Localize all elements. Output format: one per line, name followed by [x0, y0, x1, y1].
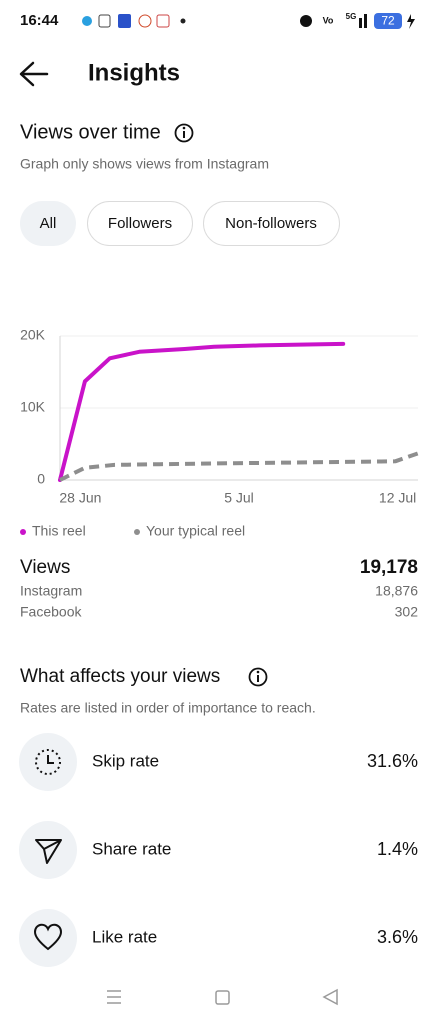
series-line — [59, 451, 419, 482]
nav-home[interactable] — [215, 990, 230, 1005]
info-icon[interactable] — [248, 667, 268, 687]
stats-row-value: 302 — [395, 604, 419, 620]
svg-text:Vo: Vo — [323, 15, 334, 25]
metric-label: Share rate — [92, 839, 171, 858]
page-title: Insights — [88, 59, 180, 86]
metric-label: Skip rate — [92, 751, 159, 770]
section-subtitle: Rates are listed in order of importance … — [20, 700, 316, 716]
nav-back[interactable] — [322, 988, 338, 1006]
filter-chip[interactable] — [203, 201, 340, 246]
section-subtitle: Graph only shows views from Instagram — [20, 156, 269, 172]
like-icon — [33, 923, 63, 951]
stats-row-value: 18,876 — [375, 583, 418, 599]
stats-row-label: Facebook — [20, 604, 82, 620]
x-tick-label: 12 Jul — [379, 490, 416, 506]
share-icon — [35, 839, 62, 864]
y-tick-label: 20K — [20, 327, 46, 343]
skip-icon — [35, 749, 61, 775]
legend-label: Your typical reel — [146, 523, 245, 539]
y-tick-label: 0 — [37, 471, 45, 487]
metric-value: 31.6% — [367, 751, 418, 771]
legend-marker — [20, 529, 26, 535]
metric-icon-bg — [19, 821, 77, 879]
y-tick-label: 10K — [20, 399, 46, 415]
section-title: Views over time — [20, 121, 161, 143]
filter-chip[interactable] — [87, 201, 193, 246]
info-icon[interactable] — [174, 123, 194, 143]
section-title: What affects your views — [20, 666, 220, 687]
stats-label: Views — [20, 557, 70, 578]
stats-total: 19,178 — [360, 557, 418, 578]
system-nav — [107, 988, 338, 1006]
battery — [374, 13, 402, 29]
battery-level: 72 — [381, 14, 395, 28]
metric-value: 3.6% — [377, 927, 418, 947]
charging-icon — [407, 14, 415, 29]
nav-menu[interactable] — [107, 990, 121, 1004]
filter-label[interactable]: All — [40, 215, 57, 232]
status-icons: Vo — [82, 14, 367, 28]
stats-row-label: Instagram — [20, 583, 82, 599]
x-tick-label: 5 Jul — [224, 490, 254, 506]
metric-icon-bg — [19, 909, 77, 967]
chart: 0 10K 20K 28 Jun 5 Jul 12 Jul This reel Your ty… — [20, 327, 419, 539]
legend-marker — [134, 529, 140, 535]
legend-label: This reel — [32, 523, 86, 539]
filter-chip[interactable] — [20, 201, 76, 246]
series-line — [58, 341, 346, 482]
x-tick-label: 28 Jun — [59, 490, 101, 506]
metric-label: Like rate — [92, 927, 157, 946]
network-type: 5G — [346, 12, 357, 21]
metric-value: 1.4% — [377, 839, 418, 859]
status-time: 16:44 — [20, 12, 59, 29]
back-button[interactable] — [19, 61, 49, 87]
filter-label[interactable]: Followers — [108, 215, 172, 232]
filter-label[interactable]: Non-followers — [225, 215, 317, 232]
